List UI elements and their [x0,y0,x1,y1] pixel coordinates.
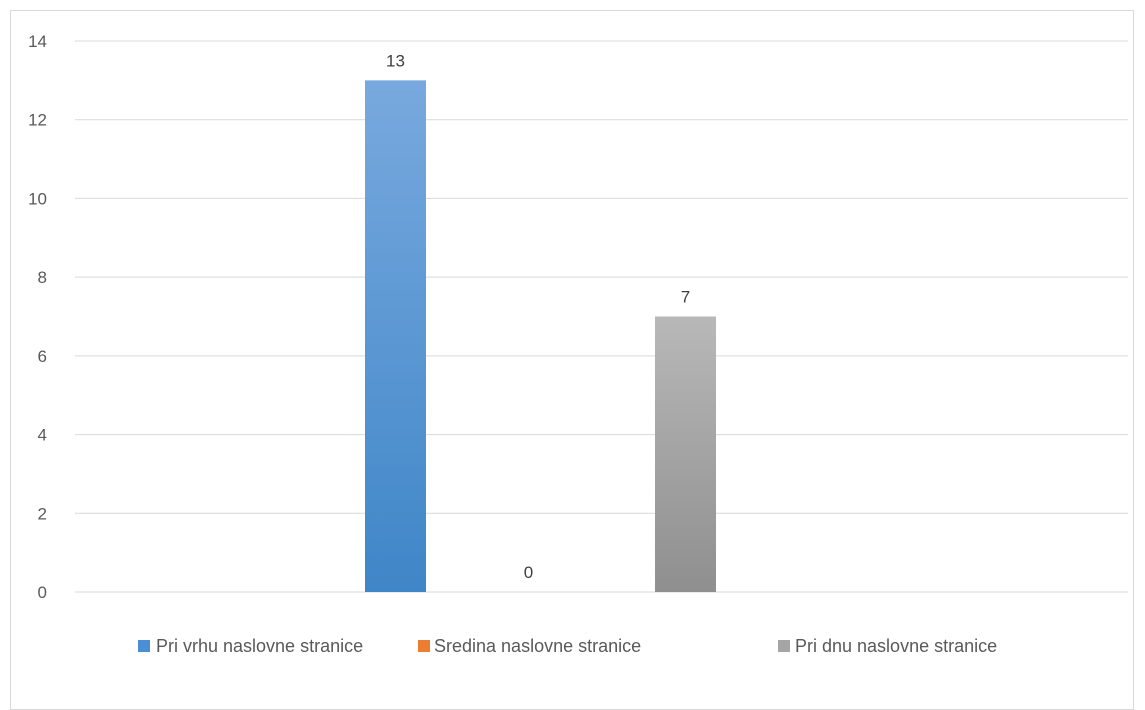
y-tick-label: 2 [38,504,47,523]
legend-swatch [418,640,430,652]
bar-chart: 0 2 4 6 8 10 12 14 13 0 7 Pri vrhu naslovne stran… [28,32,1128,656]
chart-frame [10,10,1134,710]
legend-label: Sredina naslovne stranice [434,636,641,656]
y-tick-label: 8 [38,268,47,287]
data-labels: 13 0 7 [386,51,690,582]
bars [365,80,716,592]
data-label: 13 [386,51,405,70]
y-tick-label: 4 [38,426,47,445]
y-tick-label: 12 [28,111,47,130]
y-tick-label: 14 [28,32,47,51]
legend-label: Pri dnu naslovne stranice [795,636,997,656]
legend-swatch [778,640,790,652]
bar-1 [365,80,426,592]
chart-area: 0 2 4 6 8 10 12 14 13 0 7 Pri vrhu naslovne stran… [10,10,1134,710]
data-label: 0 [524,563,533,582]
bar-3 [655,316,716,592]
legend-swatch [138,640,150,652]
y-tick-label: 6 [38,347,47,366]
y-tick-label: 0 [38,583,47,602]
legend-label: Pri vrhu naslovne stranice [156,636,363,656]
legend: Pri vrhu naslovne stranice Sredina naslov… [138,636,997,656]
data-label: 7 [681,288,690,307]
gridlines [75,40,1128,593]
y-axis-ticks: 0 2 4 6 8 10 12 14 [28,32,47,602]
y-tick-label: 10 [28,189,47,208]
